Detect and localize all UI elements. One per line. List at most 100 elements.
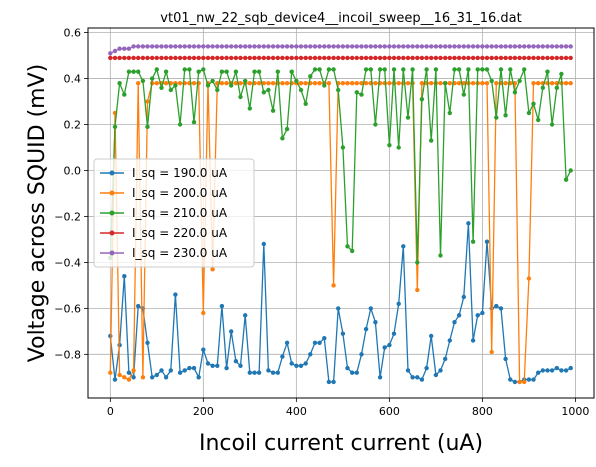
plot-frame (87, 27, 595, 399)
data-point (131, 44, 136, 49)
ticks: 0 200 400 600 800 1000 −0.8 −0.6 −0.4 −0.2 0.0 0.2 0… (54, 27, 589, 418)
data-point (247, 55, 252, 61)
data-point (163, 375, 169, 380)
data-point (205, 361, 211, 366)
data-point (512, 44, 518, 49)
data-point (122, 375, 127, 380)
data-point (298, 87, 304, 93)
data-point (252, 370, 257, 375)
data-point (559, 368, 564, 373)
data-point (150, 76, 155, 81)
data-point (443, 356, 448, 362)
data-point (340, 331, 346, 336)
data-point (373, 55, 378, 61)
data-point (438, 55, 443, 61)
data-point (322, 336, 327, 341)
data-point (568, 81, 573, 86)
data-point (331, 44, 336, 49)
data-point (498, 55, 504, 61)
legend-swatch-marker (109, 190, 115, 196)
data-point (145, 340, 150, 345)
data-point (266, 368, 271, 373)
data-point (145, 55, 150, 61)
data-point (512, 379, 518, 385)
data-point (122, 46, 127, 51)
data-point (136, 55, 141, 61)
data-point (433, 44, 439, 49)
data-point (401, 244, 406, 249)
data-point (466, 221, 471, 226)
legend-swatch-marker (109, 210, 115, 216)
data-point (256, 81, 262, 86)
data-point (424, 365, 429, 371)
data-point (112, 55, 118, 61)
data-point (443, 81, 448, 86)
data-point (359, 44, 364, 49)
data-point (182, 44, 187, 49)
data-point (382, 44, 387, 49)
data-point (150, 55, 155, 61)
data-point (163, 81, 169, 86)
data-point (475, 67, 480, 72)
data-point (387, 55, 392, 61)
data-point (112, 124, 118, 129)
data-point (238, 94, 243, 100)
data-point (536, 370, 541, 375)
data-point (563, 368, 569, 373)
data-point (419, 55, 425, 61)
data-point (136, 69, 141, 74)
data-point (145, 99, 150, 104)
data-point (336, 87, 341, 93)
data-point (484, 55, 490, 61)
data-point (405, 44, 411, 49)
data-point (140, 44, 146, 49)
data-point (563, 81, 569, 86)
data-point (331, 67, 336, 72)
legend-label: I_sq = 200.0 uA (132, 186, 228, 200)
data-point (173, 55, 178, 61)
data-point (359, 352, 364, 357)
data-point (559, 55, 564, 61)
data-point (117, 55, 122, 61)
data-point (415, 55, 420, 61)
data-point (154, 44, 159, 49)
data-point (215, 363, 220, 368)
data-point (498, 44, 504, 49)
data-point (126, 46, 132, 51)
data-point (545, 69, 550, 74)
data-point (150, 375, 155, 380)
data-point (224, 55, 229, 61)
data-point (159, 44, 164, 49)
data-point (563, 177, 569, 182)
data-point (136, 44, 141, 49)
data-point (243, 55, 248, 61)
data-point (345, 365, 350, 371)
data-point (489, 44, 494, 49)
data-point (554, 44, 559, 49)
data-point (522, 55, 527, 61)
data-point (540, 44, 545, 49)
data-point (256, 370, 262, 375)
data-point (433, 67, 439, 72)
data-point (410, 67, 415, 72)
y-tick-label: −0.8 (54, 348, 81, 361)
data-point (177, 370, 183, 375)
data-point (475, 55, 480, 61)
data-point (447, 110, 452, 116)
data-point (503, 44, 508, 49)
data-point (182, 67, 187, 72)
data-point (475, 313, 480, 318)
data-point (387, 143, 392, 148)
data-point (252, 69, 257, 74)
data-point (317, 55, 322, 61)
data-point (494, 81, 499, 86)
data-point (317, 44, 322, 49)
legend-swatch-marker (109, 170, 115, 176)
data-point (350, 44, 355, 49)
data-point (466, 44, 471, 49)
data-point (154, 81, 159, 86)
data-point (187, 44, 192, 49)
data-point (294, 55, 299, 61)
data-point (256, 44, 262, 49)
x-tick-label: 200 (193, 405, 214, 418)
